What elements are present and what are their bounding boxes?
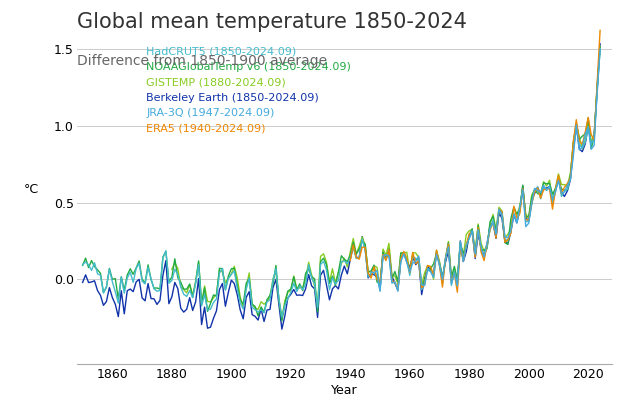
Text: GISTEMP (1880-2024.09): GISTEMP (1880-2024.09) — [146, 77, 286, 88]
Text: NOAAGlobalTemp v6 (1850-2024.09): NOAAGlobalTemp v6 (1850-2024.09) — [146, 62, 351, 72]
Text: HadCRUT5 (1850-2024.09): HadCRUT5 (1850-2024.09) — [146, 47, 297, 57]
Text: Berkeley Earth (1850-2024.09): Berkeley Earth (1850-2024.09) — [146, 93, 319, 103]
Text: JRA-3Q (1947-2024.09): JRA-3Q (1947-2024.09) — [146, 108, 275, 118]
Text: Difference from 1850-1900 average: Difference from 1850-1900 average — [76, 54, 327, 68]
Text: ERA5 (1940-2024.09): ERA5 (1940-2024.09) — [146, 124, 266, 134]
Text: Global mean temperature 1850-2024: Global mean temperature 1850-2024 — [76, 12, 466, 33]
Text: °C: °C — [24, 183, 40, 196]
X-axis label: Year: Year — [331, 384, 357, 397]
